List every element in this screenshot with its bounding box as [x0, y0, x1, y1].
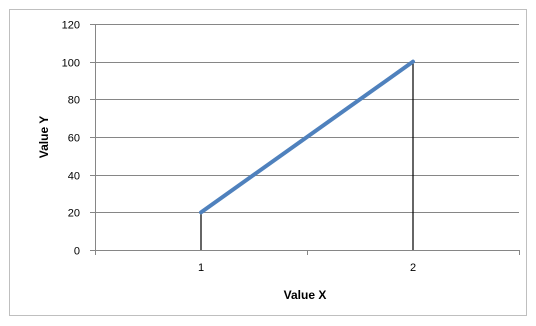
- drop-lines: [200, 61, 414, 250]
- x-tick-label: 1: [198, 262, 204, 274]
- y-tick-label: 120: [62, 20, 80, 32]
- y-tick-label: 80: [68, 95, 80, 107]
- y-tick-label: 20: [68, 208, 80, 220]
- x-tick-label: 2: [410, 262, 416, 274]
- gridlines: [90, 24, 519, 251]
- y-tick-label: 100: [62, 58, 80, 70]
- x-axis-title: Value X: [284, 288, 327, 302]
- y-tick-label: 0: [74, 246, 80, 258]
- series-layer: [199, 59, 415, 215]
- y-axis-ticks: 0 20 40 60 80 100 120: [62, 20, 80, 258]
- y-tick-label: 40: [68, 171, 80, 183]
- y-tick-label: 60: [68, 133, 80, 145]
- series-line: [199, 59, 415, 215]
- y-axis-title: Value Y: [37, 116, 51, 158]
